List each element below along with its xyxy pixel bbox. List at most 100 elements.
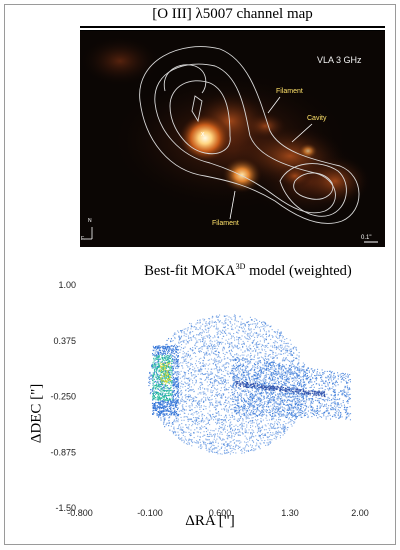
scatter-point xyxy=(190,390,192,392)
scatter-point xyxy=(161,395,163,397)
scatter-point xyxy=(321,399,323,401)
scatter-point xyxy=(270,338,272,340)
scatter-point xyxy=(237,432,239,434)
scatter-point xyxy=(199,441,201,443)
scatter-point xyxy=(218,370,220,372)
scatter-point xyxy=(334,399,336,401)
scatter-point xyxy=(153,350,155,352)
scatter-point xyxy=(158,351,160,353)
scatter-point xyxy=(241,343,243,345)
scatter-point xyxy=(237,429,239,431)
scatter-point xyxy=(156,382,158,384)
scatter-point xyxy=(168,378,170,380)
scatter-point xyxy=(160,377,162,379)
scatter-point xyxy=(189,405,191,407)
scatter-point xyxy=(265,393,267,395)
scatter-point xyxy=(157,399,159,401)
scatter-point xyxy=(171,381,173,383)
scatter-point xyxy=(158,415,160,417)
scatter-point xyxy=(238,359,240,361)
scatter-point xyxy=(193,390,195,392)
scatter-point xyxy=(210,416,212,418)
scatter-point xyxy=(193,412,195,414)
scatter-point xyxy=(175,378,177,380)
scatter-point xyxy=(162,387,164,389)
scatter-point xyxy=(156,413,158,415)
scatter-point xyxy=(193,437,195,439)
scatter-point xyxy=(231,416,233,418)
scatter-point xyxy=(280,400,282,402)
scatter-point xyxy=(174,338,176,340)
scatter-point xyxy=(269,326,271,328)
scatter-point xyxy=(212,363,214,365)
scatter-point xyxy=(300,379,302,381)
scatter-point xyxy=(198,423,200,425)
scatter-point xyxy=(267,395,269,397)
scatter-point xyxy=(198,350,200,352)
scatter-point xyxy=(199,406,201,408)
scatter-point xyxy=(213,379,215,381)
scatter-point xyxy=(189,348,191,350)
scatter-point xyxy=(204,353,206,355)
scatter-point xyxy=(162,392,164,394)
scatter-point xyxy=(179,336,181,338)
scatter-point xyxy=(298,359,300,361)
scatter-point xyxy=(175,382,177,384)
scatter-point xyxy=(200,399,202,401)
scatter-point xyxy=(161,357,163,359)
scatter-point xyxy=(327,385,329,387)
scatter-point xyxy=(256,404,258,406)
scatter-point xyxy=(236,399,238,401)
scatter-point xyxy=(167,389,169,391)
scatter-point xyxy=(214,434,216,436)
scatter-point xyxy=(207,372,209,374)
scatter-point xyxy=(188,439,190,441)
scatter-point xyxy=(265,381,267,383)
scatter-point xyxy=(268,342,270,344)
scatter-point xyxy=(278,371,280,373)
scatter-point xyxy=(200,367,202,369)
scatter-point xyxy=(255,435,257,437)
scatter-point xyxy=(169,390,171,392)
scatter-point xyxy=(164,395,166,397)
scatter-point xyxy=(284,432,286,434)
scatter-point xyxy=(291,399,293,401)
scatter-point xyxy=(225,399,227,401)
scatter-point xyxy=(248,324,250,326)
scatter-point xyxy=(236,346,238,348)
scatter-point xyxy=(203,415,205,417)
scatter-point xyxy=(185,372,187,374)
scatter-point xyxy=(180,389,182,391)
annotation-pointers xyxy=(229,96,313,220)
scatter-point xyxy=(325,416,327,418)
scatter-point xyxy=(284,348,286,350)
scatter-point xyxy=(342,378,344,380)
scatter-point xyxy=(265,323,267,325)
scatter-point xyxy=(215,451,217,453)
scatter-point xyxy=(243,354,245,356)
scatter-point xyxy=(191,350,193,352)
scatter-point xyxy=(291,403,293,405)
scatter-point xyxy=(214,336,216,338)
scatter-point xyxy=(271,377,273,379)
scatter-point xyxy=(280,350,282,352)
scatter-point xyxy=(280,377,282,379)
scatter-point xyxy=(269,349,271,351)
scatter-point xyxy=(241,335,243,337)
scatter-point xyxy=(242,346,244,348)
scatter-point xyxy=(174,393,176,395)
scatter-point xyxy=(168,383,170,385)
scatter-point xyxy=(247,372,249,374)
scatter-point xyxy=(237,418,239,420)
scatter-point xyxy=(221,397,223,399)
scatter-point xyxy=(159,415,161,417)
scatter-point xyxy=(213,430,215,432)
scatter-point xyxy=(236,370,238,372)
scatter-point xyxy=(272,357,274,359)
scatter-point xyxy=(190,328,192,330)
scatter-point xyxy=(194,376,196,378)
scatter-point xyxy=(152,354,154,356)
scatter-point xyxy=(294,370,296,372)
scatter-point xyxy=(148,377,150,379)
scatter-point xyxy=(163,365,165,367)
